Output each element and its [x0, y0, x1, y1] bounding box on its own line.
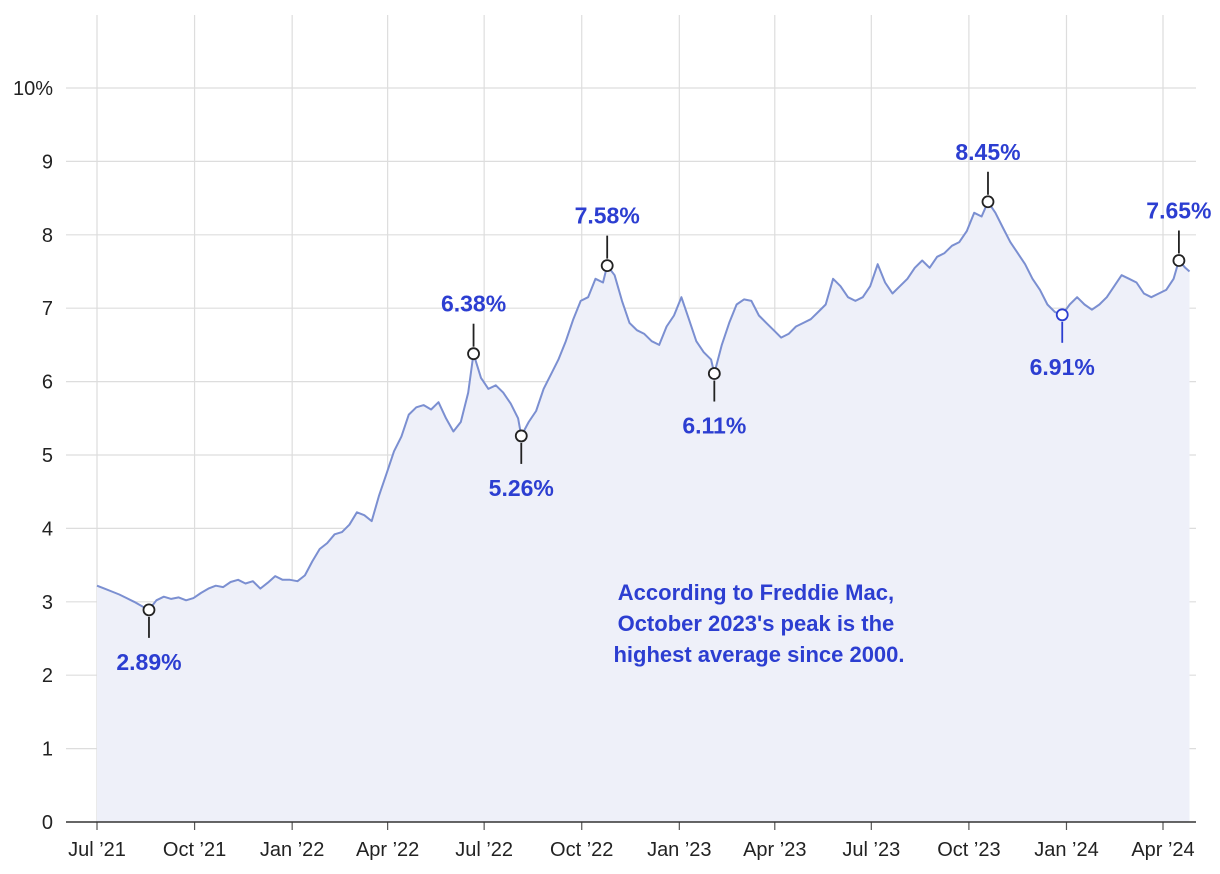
- y-tick-label: 3: [42, 592, 53, 614]
- annotation-marker: [1055, 308, 1069, 322]
- annotation-marker: [707, 367, 721, 380]
- axis-layer: 0 1 2 3 4 5 6 7 8 9 10% Jul ’21 Oct ’21 Jan ’22 Apr ’2…: [13, 78, 1196, 861]
- annotation-label: 2.89%: [116, 649, 181, 675]
- series-area-fill: [97, 201, 1190, 823]
- annotation-label: 5.26%: [489, 475, 554, 501]
- x-tick-label: Jan ’24: [1034, 839, 1099, 861]
- y-tick-label: 4: [42, 518, 53, 540]
- note-line-3: highest average since 2000.: [613, 642, 904, 667]
- x-tick-label: Jan ’22: [260, 839, 325, 861]
- y-tick-label: 6: [42, 372, 53, 394]
- x-tick-label: Apr ’23: [743, 839, 806, 861]
- annotation-layer: 2.89% 6.38% 5.26% 7.58% 6.11% 8.45% 6.91% 7.65%: [116, 139, 1211, 675]
- y-tick-label: 5: [42, 445, 53, 467]
- annotation-label: 7.58%: [575, 203, 640, 229]
- annotation-label: 7.65%: [1146, 197, 1211, 223]
- y-tick-label: 7: [42, 298, 53, 320]
- annotation-label: 6.11%: [682, 413, 746, 439]
- annotation-marker: [600, 259, 614, 273]
- area-layer: [96, 200, 1191, 823]
- x-tick-label: Jul ’21: [68, 839, 126, 861]
- chart-note: According to Freddie Mac, October 2023's…: [613, 580, 904, 667]
- y-tick-label: 1: [42, 739, 53, 761]
- y-tick-label: 9: [42, 151, 53, 173]
- y-tick-label: 2: [42, 665, 53, 687]
- x-tick-label: Oct ’23: [937, 839, 1000, 861]
- annotation-label: 8.45%: [955, 139, 1020, 165]
- x-tick-label: Oct ’22: [550, 839, 613, 861]
- x-tick-label: Oct ’21: [163, 839, 226, 861]
- x-tick-label: Jan ’23: [647, 839, 712, 861]
- annotation-marker: [142, 603, 156, 617]
- annotation-marker: [981, 195, 995, 209]
- x-tick-label: Jul ’23: [842, 839, 900, 861]
- x-tick-label: Jul ’22: [455, 839, 513, 861]
- annotation-marker: [467, 347, 480, 361]
- series-line: [96, 200, 1191, 611]
- annotation-marker: [1172, 254, 1186, 267]
- x-tick-label: Apr ’22: [356, 839, 419, 861]
- y-tick-label: 0: [42, 812, 53, 834]
- annotation-label: 6.91%: [1030, 354, 1095, 380]
- y-tick-label: 10%: [13, 78, 53, 100]
- annotation-marker: [514, 429, 528, 443]
- x-tick-label: Apr ’24: [1131, 839, 1194, 861]
- note-line-2: October 2023's peak is the: [618, 611, 895, 636]
- note-line-1: According to Freddie Mac,: [618, 580, 894, 605]
- annotation-label: 6.38%: [441, 291, 506, 317]
- y-tick-label: 8: [42, 225, 53, 247]
